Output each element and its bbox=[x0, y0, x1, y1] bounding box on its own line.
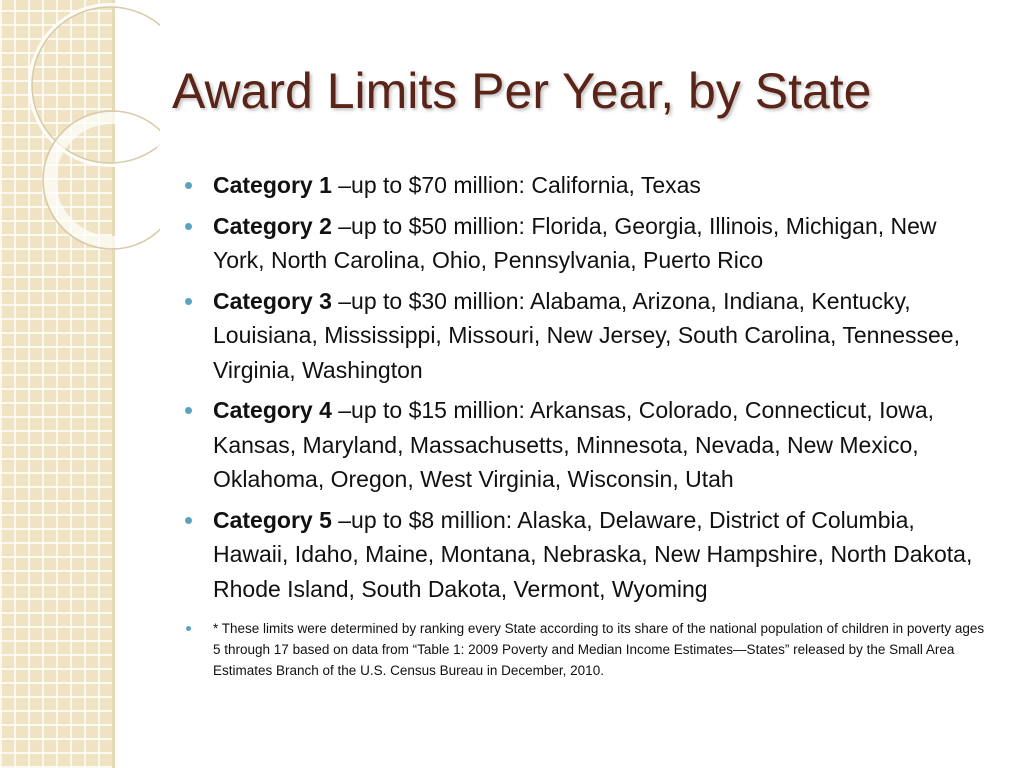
category-text: –up to $8 million: Alaska, Delaware, Dis… bbox=[213, 506, 973, 602]
category-label: Category 3 bbox=[213, 287, 332, 314]
strip-edge bbox=[112, 0, 115, 768]
category-label: Category 4 bbox=[213, 397, 332, 423]
footnote: * These limits were determined by rankin… bbox=[185, 618, 985, 681]
bullet: Category 1 –up to $70 million: Californi… bbox=[185, 168, 985, 203]
bullet: Category 3 –up to $30 million: Alabama, … bbox=[185, 284, 985, 388]
bullet: Category 2 –up to $50 million: Florida, … bbox=[185, 209, 985, 278]
slide-title: Award Limits Per Year, by State bbox=[172, 63, 872, 119]
circle bbox=[28, 3, 160, 167]
category-text: –up to $70 million: California, Texas bbox=[331, 172, 701, 198]
circle bbox=[31, 6, 160, 164]
decorative-strip bbox=[0, 0, 112, 768]
circle bbox=[42, 110, 160, 250]
category-label: Category 1 bbox=[213, 172, 332, 198]
decorative-circles bbox=[28, 3, 160, 250]
category-text: –up to $30 million: Alabama, Arizona, In… bbox=[213, 287, 960, 383]
bullet: Category 5 –up to $8 million: Alaska, De… bbox=[185, 503, 985, 607]
circle bbox=[44, 112, 160, 248]
category-label: Category 5 bbox=[213, 506, 332, 533]
category-label: Category 2 bbox=[213, 212, 332, 239]
bullet-list: Category 1 –up to $70 million: Californi… bbox=[185, 168, 985, 681]
category-text: –up to $15 million: Arkansas, Colorado, … bbox=[213, 397, 935, 492]
category-text: –up to $50 million: Florida, Georgia, Il… bbox=[213, 212, 937, 274]
bullet: Category 4 –up to $15 million: Arkansas,… bbox=[185, 393, 985, 497]
